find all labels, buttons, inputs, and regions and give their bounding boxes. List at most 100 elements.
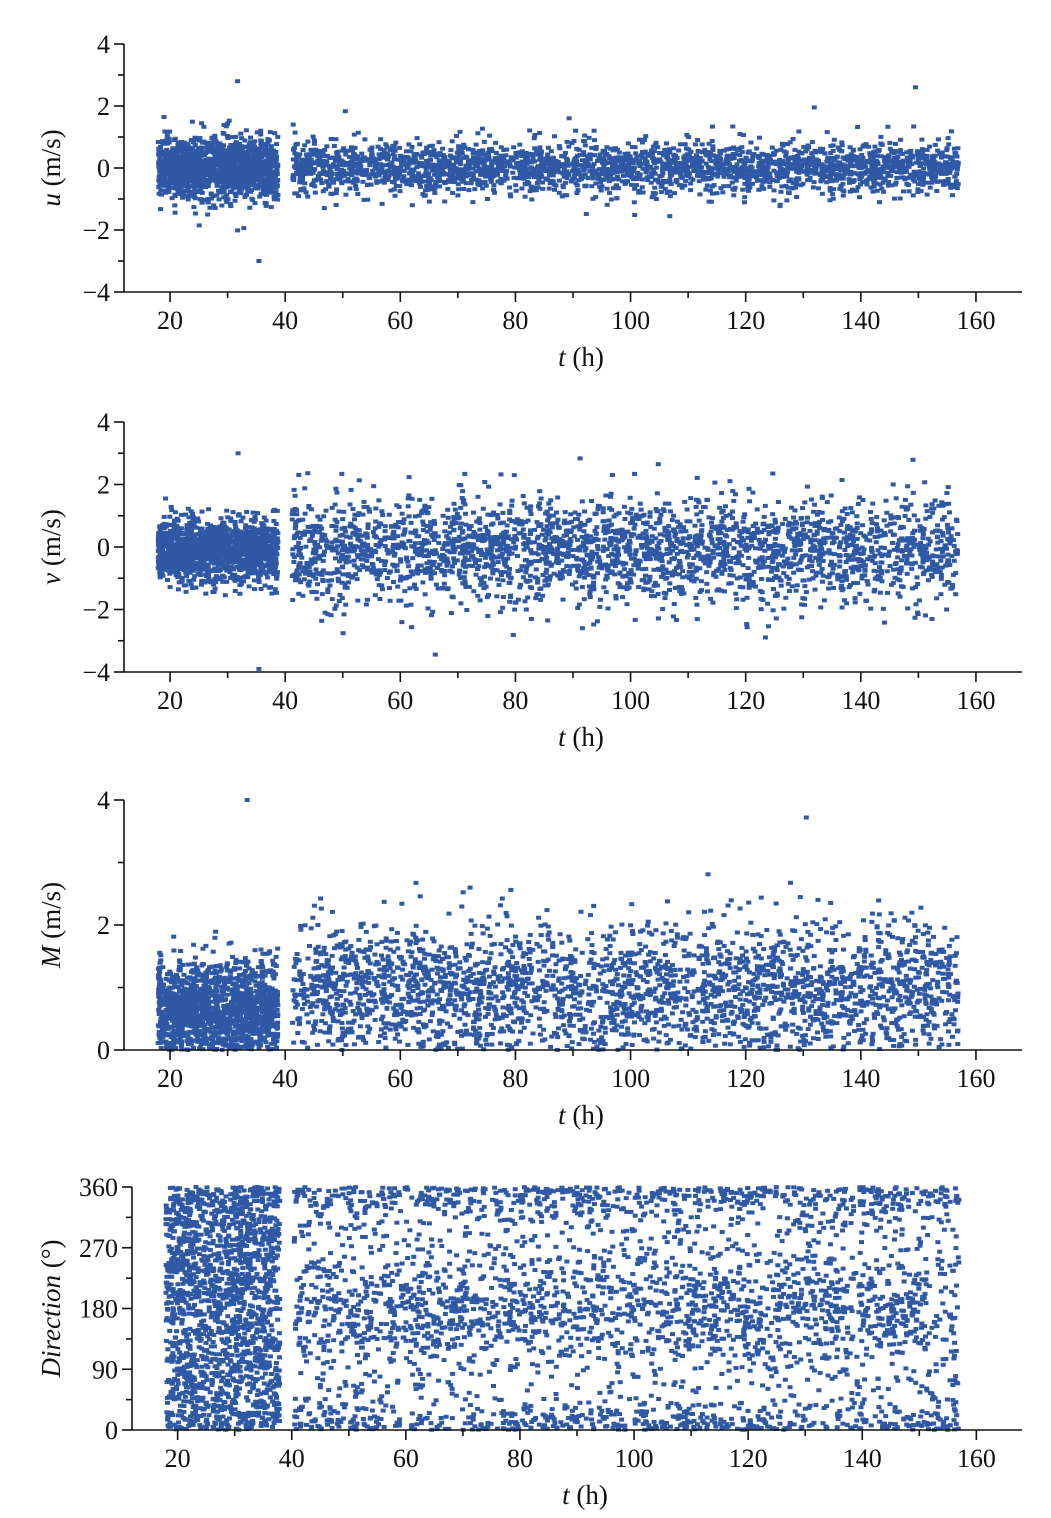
data-point	[574, 183, 580, 188]
data-point	[507, 162, 513, 167]
x-axis-label: t (h)	[558, 342, 604, 372]
data-point	[248, 154, 254, 159]
data-point	[229, 160, 235, 165]
data-point	[331, 144, 337, 148]
data-point	[557, 146, 563, 151]
data-point	[450, 155, 456, 160]
data-point	[688, 158, 694, 163]
data-point	[296, 194, 302, 199]
data-point	[770, 151, 776, 156]
data-point	[598, 188, 604, 193]
data-point	[233, 134, 239, 139]
data-point	[580, 175, 586, 180]
data-point	[393, 175, 399, 180]
data-point	[834, 155, 839, 160]
data-point	[485, 150, 491, 155]
data-point	[178, 155, 184, 160]
data-point	[678, 174, 684, 179]
data-point	[571, 165, 577, 170]
data-point	[242, 156, 247, 160]
data-point	[657, 151, 663, 155]
data-point	[643, 134, 649, 139]
data-point	[765, 174, 771, 179]
data-point	[839, 163, 845, 168]
data-point	[632, 145, 638, 150]
data-point	[787, 177, 793, 182]
data-point	[728, 156, 734, 161]
data-point	[179, 169, 185, 174]
data-point	[220, 160, 225, 165]
data-point	[601, 156, 607, 161]
data-point	[431, 153, 437, 158]
data-point	[487, 167, 493, 172]
data-point	[405, 155, 411, 160]
data-point	[901, 189, 906, 194]
data-point	[486, 156, 492, 161]
data-point	[661, 153, 666, 158]
data-point	[523, 151, 529, 155]
data-point	[450, 191, 456, 195]
data-point	[729, 154, 735, 159]
data-point	[644, 175, 650, 180]
data-point	[480, 186, 486, 191]
data-point	[378, 147, 383, 151]
data-point	[420, 151, 426, 156]
data-point	[658, 159, 664, 164]
data-point	[718, 186, 724, 191]
data-point	[257, 173, 263, 178]
data-point	[235, 79, 241, 84]
data-point	[845, 167, 851, 172]
data-point	[943, 179, 948, 183]
data-point	[164, 177, 170, 182]
data-point	[804, 172, 810, 177]
data-point	[756, 161, 762, 166]
data-point	[248, 183, 253, 188]
data-point	[668, 167, 674, 171]
data-point	[946, 170, 952, 175]
data-point	[854, 161, 860, 166]
data-point	[812, 171, 818, 176]
data-point	[831, 137, 837, 142]
data-point	[527, 189, 533, 194]
data-point	[801, 145, 807, 149]
data-point	[272, 587, 278, 592]
data-point	[252, 201, 258, 206]
data-point	[519, 162, 525, 167]
data-point	[627, 165, 633, 170]
data-point	[417, 142, 423, 147]
data-point	[166, 181, 172, 186]
data-point	[783, 174, 789, 179]
data-point	[756, 187, 762, 192]
data-point	[619, 179, 625, 184]
data-point	[839, 143, 845, 148]
data-point	[212, 586, 218, 591]
data-point	[461, 187, 467, 191]
data-point	[875, 153, 880, 158]
data-point	[171, 175, 177, 179]
data-point	[461, 142, 467, 147]
data-point	[205, 163, 211, 168]
data-point	[615, 166, 621, 171]
data-point	[294, 162, 300, 167]
data-point	[656, 180, 662, 185]
data-point	[709, 139, 715, 143]
data-point	[909, 162, 915, 167]
data-point	[230, 560, 236, 565]
data-point	[302, 181, 308, 186]
data-point	[400, 154, 406, 159]
data-point	[365, 183, 370, 187]
data-point	[328, 170, 334, 175]
data-point	[532, 146, 538, 151]
data-point	[460, 155, 466, 160]
y-tick-label: 0	[97, 154, 110, 183]
data-point	[672, 191, 677, 196]
data-point	[679, 166, 685, 171]
data-point	[439, 165, 445, 170]
data-point	[413, 175, 419, 180]
data-point	[625, 173, 631, 178]
data-point	[205, 142, 211, 147]
data-point	[744, 158, 750, 163]
data-point	[337, 177, 343, 182]
data-point	[244, 510, 250, 514]
data-point	[205, 184, 211, 189]
